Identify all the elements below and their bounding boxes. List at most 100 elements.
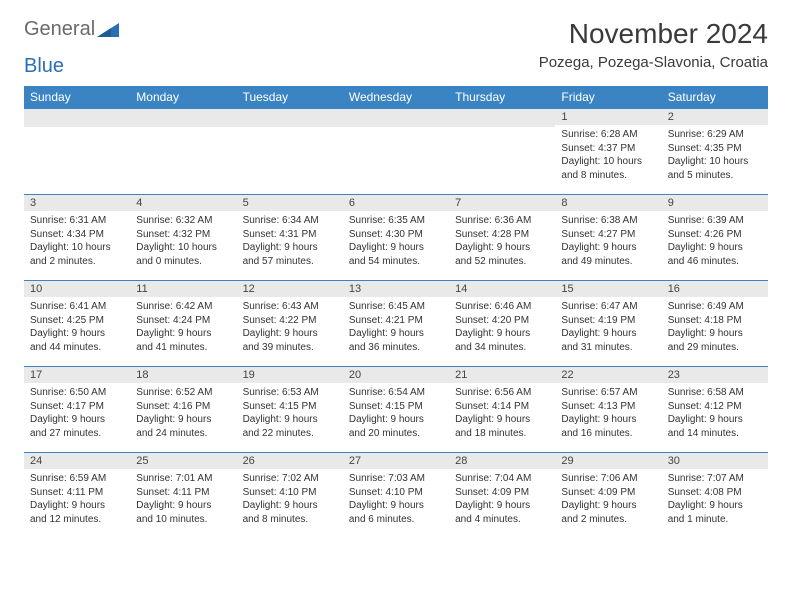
weekday-header-row: SundayMondayTuesdayWednesdayThursdayFrid… <box>24 86 768 109</box>
calendar-day-cell: 8Sunrise: 6:38 AMSunset: 4:27 PMDaylight… <box>555 195 661 281</box>
day-number: 4 <box>130 195 236 211</box>
day-number: 2 <box>662 109 768 125</box>
daylight-text: Daylight: 9 hours and 39 minutes. <box>243 327 337 354</box>
day-number: 9 <box>662 195 768 211</box>
calendar-day-cell: 21Sunrise: 6:56 AMSunset: 4:14 PMDayligh… <box>449 367 555 453</box>
weekday-header: Saturday <box>662 86 768 109</box>
daylight-text: Daylight: 9 hours and 34 minutes. <box>455 327 549 354</box>
sunset-text: Sunset: 4:31 PM <box>243 228 337 242</box>
sunrise-text: Sunrise: 6:28 AM <box>561 128 655 142</box>
day-number: 1 <box>555 109 661 125</box>
sunset-text: Sunset: 4:10 PM <box>243 486 337 500</box>
day-number: 5 <box>237 195 343 211</box>
day-details: Sunrise: 6:52 AMSunset: 4:16 PMDaylight:… <box>130 383 236 444</box>
brand-text-1: General <box>24 18 95 41</box>
calendar-table: SundayMondayTuesdayWednesdayThursdayFrid… <box>24 86 768 539</box>
day-number: 23 <box>662 367 768 383</box>
day-details: Sunrise: 6:38 AMSunset: 4:27 PMDaylight:… <box>555 211 661 272</box>
daylight-text: Daylight: 9 hours and 31 minutes. <box>561 327 655 354</box>
day-number: 17 <box>24 367 130 383</box>
day-details: Sunrise: 7:06 AMSunset: 4:09 PMDaylight:… <box>555 469 661 530</box>
sunset-text: Sunset: 4:25 PM <box>30 314 124 328</box>
day-details: Sunrise: 6:49 AMSunset: 4:18 PMDaylight:… <box>662 297 768 358</box>
sunset-text: Sunset: 4:21 PM <box>349 314 443 328</box>
calendar-day-cell: 24Sunrise: 6:59 AMSunset: 4:11 PMDayligh… <box>24 453 130 539</box>
calendar-day-cell: 25Sunrise: 7:01 AMSunset: 4:11 PMDayligh… <box>130 453 236 539</box>
daylight-text: Daylight: 9 hours and 12 minutes. <box>30 499 124 526</box>
empty-day-bar <box>24 109 130 127</box>
daylight-text: Daylight: 9 hours and 27 minutes. <box>30 413 124 440</box>
day-details: Sunrise: 7:01 AMSunset: 4:11 PMDaylight:… <box>130 469 236 530</box>
empty-day-bar <box>343 109 449 127</box>
day-details: Sunrise: 6:35 AMSunset: 4:30 PMDaylight:… <box>343 211 449 272</box>
daylight-text: Daylight: 10 hours and 5 minutes. <box>668 155 762 182</box>
calendar-day-cell: 23Sunrise: 6:58 AMSunset: 4:12 PMDayligh… <box>662 367 768 453</box>
sunrise-text: Sunrise: 6:32 AM <box>136 214 230 228</box>
daylight-text: Daylight: 10 hours and 8 minutes. <box>561 155 655 182</box>
sunset-text: Sunset: 4:13 PM <box>561 400 655 414</box>
daylight-text: Daylight: 9 hours and 49 minutes. <box>561 241 655 268</box>
daylight-text: Daylight: 10 hours and 0 minutes. <box>136 241 230 268</box>
weekday-header: Sunday <box>24 86 130 109</box>
sunset-text: Sunset: 4:37 PM <box>561 142 655 156</box>
sunrise-text: Sunrise: 6:42 AM <box>136 300 230 314</box>
sunrise-text: Sunrise: 6:52 AM <box>136 386 230 400</box>
calendar-day-cell: 10Sunrise: 6:41 AMSunset: 4:25 PMDayligh… <box>24 281 130 367</box>
brand-logo: General <box>24 18 121 41</box>
calendar-day-cell: 5Sunrise: 6:34 AMSunset: 4:31 PMDaylight… <box>237 195 343 281</box>
calendar-day-cell: 18Sunrise: 6:52 AMSunset: 4:16 PMDayligh… <box>130 367 236 453</box>
day-details: Sunrise: 6:41 AMSunset: 4:25 PMDaylight:… <box>24 297 130 358</box>
calendar-day-cell: 13Sunrise: 6:45 AMSunset: 4:21 PMDayligh… <box>343 281 449 367</box>
calendar-day-cell: 3Sunrise: 6:31 AMSunset: 4:34 PMDaylight… <box>24 195 130 281</box>
calendar-day-cell: 17Sunrise: 6:50 AMSunset: 4:17 PMDayligh… <box>24 367 130 453</box>
calendar-day-cell: 9Sunrise: 6:39 AMSunset: 4:26 PMDaylight… <box>662 195 768 281</box>
day-number: 20 <box>343 367 449 383</box>
calendar-week-row: 3Sunrise: 6:31 AMSunset: 4:34 PMDaylight… <box>24 195 768 281</box>
sunrise-text: Sunrise: 6:35 AM <box>349 214 443 228</box>
sunset-text: Sunset: 4:12 PM <box>668 400 762 414</box>
day-number: 28 <box>449 453 555 469</box>
day-details: Sunrise: 6:58 AMSunset: 4:12 PMDaylight:… <box>662 383 768 444</box>
calendar-day-cell: 11Sunrise: 6:42 AMSunset: 4:24 PMDayligh… <box>130 281 236 367</box>
sunrise-text: Sunrise: 6:41 AM <box>30 300 124 314</box>
calendar-week-row: 10Sunrise: 6:41 AMSunset: 4:25 PMDayligh… <box>24 281 768 367</box>
day-number: 25 <box>130 453 236 469</box>
sunset-text: Sunset: 4:35 PM <box>668 142 762 156</box>
day-details: Sunrise: 6:46 AMSunset: 4:20 PMDaylight:… <box>449 297 555 358</box>
calendar-week-row: 24Sunrise: 6:59 AMSunset: 4:11 PMDayligh… <box>24 453 768 539</box>
daylight-text: Daylight: 9 hours and 18 minutes. <box>455 413 549 440</box>
calendar-week-row: 17Sunrise: 6:50 AMSunset: 4:17 PMDayligh… <box>24 367 768 453</box>
sunset-text: Sunset: 4:32 PM <box>136 228 230 242</box>
day-details: Sunrise: 6:34 AMSunset: 4:31 PMDaylight:… <box>237 211 343 272</box>
empty-day-bar <box>237 109 343 127</box>
weekday-header: Thursday <box>449 86 555 109</box>
sunset-text: Sunset: 4:08 PM <box>668 486 762 500</box>
sunrise-text: Sunrise: 6:54 AM <box>349 386 443 400</box>
daylight-text: Daylight: 9 hours and 6 minutes. <box>349 499 443 526</box>
title-block: November 2024 Pozega, Pozega-Slavonia, C… <box>539 18 768 71</box>
sunset-text: Sunset: 4:11 PM <box>136 486 230 500</box>
calendar-day-cell <box>130 109 236 195</box>
sunrise-text: Sunrise: 7:06 AM <box>561 472 655 486</box>
sunrise-text: Sunrise: 6:58 AM <box>668 386 762 400</box>
day-number: 7 <box>449 195 555 211</box>
calendar-day-cell: 12Sunrise: 6:43 AMSunset: 4:22 PMDayligh… <box>237 281 343 367</box>
daylight-text: Daylight: 9 hours and 20 minutes. <box>349 413 443 440</box>
day-details: Sunrise: 7:04 AMSunset: 4:09 PMDaylight:… <box>449 469 555 530</box>
brand-text-2: Blue <box>24 55 64 78</box>
sunrise-text: Sunrise: 7:03 AM <box>349 472 443 486</box>
daylight-text: Daylight: 9 hours and 36 minutes. <box>349 327 443 354</box>
calendar-day-cell <box>343 109 449 195</box>
calendar-day-cell: 19Sunrise: 6:53 AMSunset: 4:15 PMDayligh… <box>237 367 343 453</box>
day-details: Sunrise: 6:59 AMSunset: 4:11 PMDaylight:… <box>24 469 130 530</box>
day-details: Sunrise: 6:57 AMSunset: 4:13 PMDaylight:… <box>555 383 661 444</box>
day-details: Sunrise: 6:50 AMSunset: 4:17 PMDaylight:… <box>24 383 130 444</box>
sunset-text: Sunset: 4:15 PM <box>349 400 443 414</box>
daylight-text: Daylight: 9 hours and 10 minutes. <box>136 499 230 526</box>
sunrise-text: Sunrise: 6:49 AM <box>668 300 762 314</box>
sunrise-text: Sunrise: 6:56 AM <box>455 386 549 400</box>
day-details: Sunrise: 6:54 AMSunset: 4:15 PMDaylight:… <box>343 383 449 444</box>
daylight-text: Daylight: 9 hours and 14 minutes. <box>668 413 762 440</box>
day-details: Sunrise: 6:36 AMSunset: 4:28 PMDaylight:… <box>449 211 555 272</box>
calendar-day-cell: 4 Sunrise: 6:32 AMSunset: 4:32 PMDaylight… <box>130 195 236 281</box>
